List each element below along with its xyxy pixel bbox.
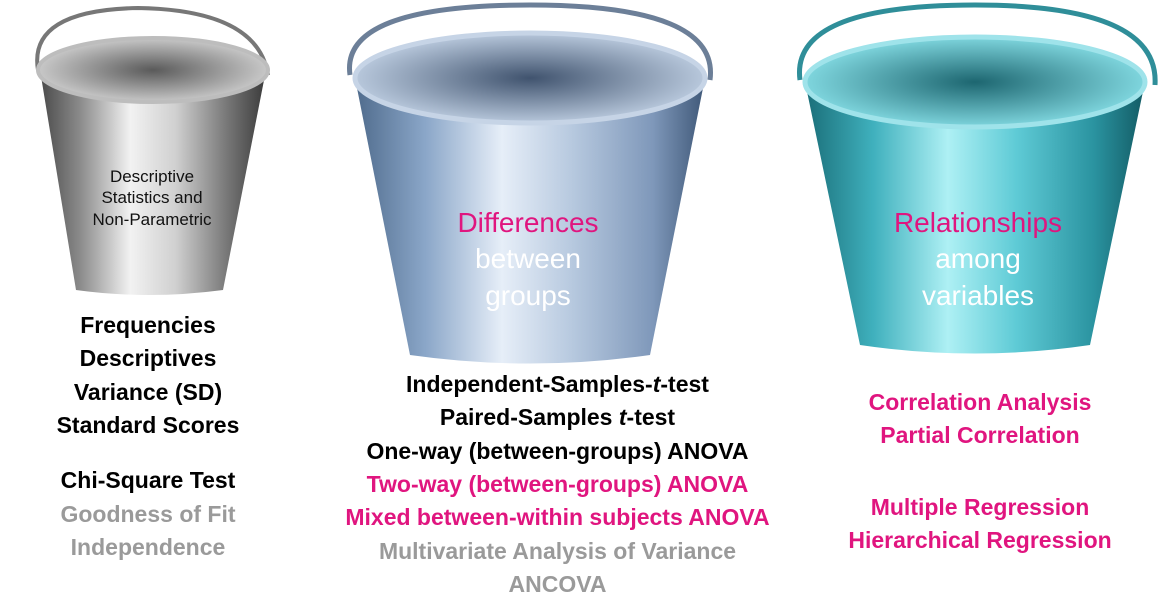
list-item: Mixed between-within subjects ANOVA: [345, 504, 770, 531]
list-item: Chi-Square Test: [60, 467, 236, 494]
list-item: Correlation Analysis: [868, 389, 1092, 415]
list-item: Independent-Samples-t-test: [406, 371, 709, 397]
list-item: Goodness of Fit: [60, 500, 236, 527]
label-line: Non-Parametric: [92, 209, 212, 229]
list-item: Standard Scores: [56, 412, 240, 439]
list-item: Descriptives: [79, 345, 217, 372]
label-line: Statistics and: [101, 188, 203, 208]
bucket-label-descriptive: Descriptive Statistics and Non-Parametri…: [52, 166, 252, 230]
list-item: Multivariate Analysis of Variance: [378, 537, 737, 564]
list-item: Paired-Samples t-test: [439, 404, 676, 431]
differences-methods-list: Independent-Samples-t-test Paired-Sample…: [290, 368, 825, 601]
list-item: One-way (between-groups) ANOVA: [366, 437, 749, 464]
label-line: Differences: [457, 207, 599, 238]
label-line: Relationships: [893, 207, 1063, 238]
list-item: Hierarchical Regression: [848, 527, 1112, 554]
blue-steel-bucket-icon: [330, 0, 730, 370]
silver-bucket-icon: [18, 0, 288, 300]
list-item: Multiple Regression: [870, 493, 1090, 520]
relationships-methods-list: Correlation Analysis Partial Correlation…: [830, 386, 1130, 557]
label-line: variables: [921, 279, 1035, 311]
list-item: ANCOVA: [508, 571, 607, 598]
descriptive-methods-list: Frequencies Descriptives Variance (SD) S…: [30, 309, 266, 564]
label-line: among: [935, 243, 1021, 275]
teal-bucket-icon: [785, 0, 1165, 360]
label-line: Descriptive: [109, 167, 195, 186]
list-item: Two-way (between-groups) ANOVA: [366, 471, 749, 498]
list-item: Frequencies: [80, 312, 216, 338]
label-line: groups: [485, 279, 571, 311]
label-line: between: [475, 243, 581, 275]
list-item: Independence: [70, 534, 226, 561]
list-item: Partial Correlation: [880, 422, 1080, 449]
list-item: Variance (SD): [73, 378, 223, 405]
bucket-label-relationships: Relationships among variables: [850, 205, 1106, 314]
bucket-label-differences: Differences between groups: [400, 205, 656, 314]
